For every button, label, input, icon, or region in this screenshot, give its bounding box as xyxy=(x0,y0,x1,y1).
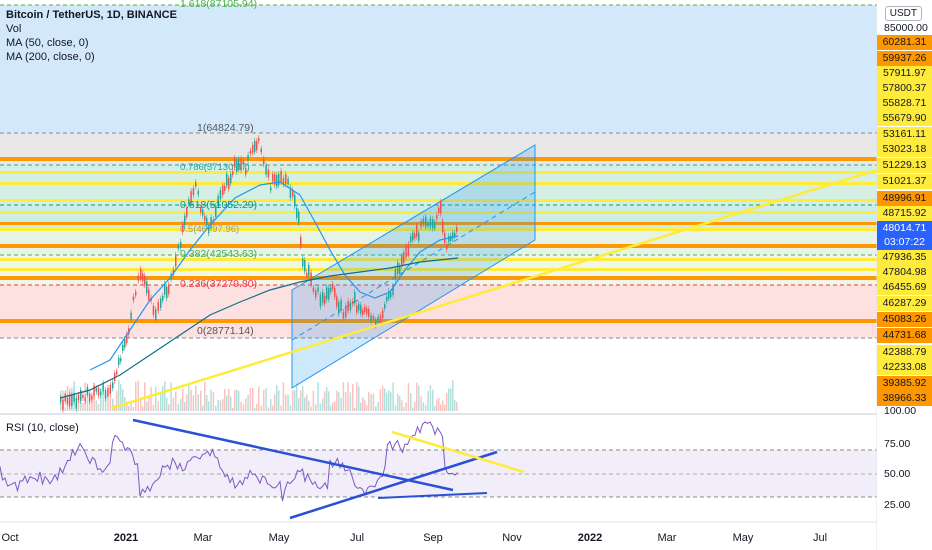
rsi-tick-50: 50.00 xyxy=(884,468,911,480)
ascending-channel[interactable] xyxy=(291,144,536,389)
price-label: 53161.11 xyxy=(877,127,932,142)
price-label: 48996.91 xyxy=(877,191,932,206)
price-label: 42388.79 xyxy=(877,345,932,360)
fib-label-618: 0.618(51052.29) xyxy=(180,199,258,211)
bottom-axis-price: 100.00 xyxy=(884,405,917,417)
time-label: May xyxy=(732,532,754,544)
price-label: 39385.92 xyxy=(877,376,932,391)
ma50-line xyxy=(89,181,459,371)
time-label: Nov xyxy=(502,532,522,544)
price-label: 47936.35 xyxy=(877,250,932,265)
rsi-line xyxy=(0,421,458,502)
fib-label-1: 1(64824.79) xyxy=(197,122,254,134)
rsi-legend[interactable]: RSI (10, close) xyxy=(6,422,79,434)
price-label: 59937.26 xyxy=(877,51,932,66)
price-label: 38966.33 xyxy=(877,391,932,406)
rsi-trend-up[interactable] xyxy=(289,450,498,520)
price-label: 57800.37 xyxy=(877,81,932,96)
price-label: 47804.98 xyxy=(877,265,932,280)
fib-label-0: 0(28771.14) xyxy=(197,325,254,337)
yellow-trendline[interactable] xyxy=(111,168,878,410)
rsi-tick-75: 75.00 xyxy=(884,438,911,450)
price-label: 60281.31 xyxy=(877,35,932,50)
time-label: Sep xyxy=(423,532,443,544)
fib-label-1618: 1.618(87105.94) xyxy=(180,0,258,10)
time-label: Mar xyxy=(657,532,677,544)
rsi-tick-25: 25.00 xyxy=(884,499,911,511)
price-label: 57911.97 xyxy=(877,66,932,81)
price-label: 44731.68 xyxy=(877,328,932,343)
indicator-ma200[interactable]: MA (200, close, 0) xyxy=(6,51,95,63)
fib-label-5: 0.5(46797.96) xyxy=(180,224,240,235)
fib-label-382: 0.382(42543.63) xyxy=(180,248,258,260)
indicator-vol[interactable]: Vol xyxy=(6,23,22,35)
time-label: Mar xyxy=(193,532,213,544)
rsi-trend-yellow[interactable] xyxy=(391,430,525,474)
price-label: 48014.71 xyxy=(877,221,932,236)
price-label: 42233.08 xyxy=(877,360,932,375)
price-label: 46455.69 xyxy=(877,280,932,295)
time-label: Jul xyxy=(349,532,365,544)
fib-label-236: 0.236(37279.80) xyxy=(180,278,258,290)
fib-zone-236 xyxy=(0,285,877,338)
time-label: 2022 xyxy=(577,532,603,544)
fib-zone-extension xyxy=(0,5,877,133)
price-label: 55679.90 xyxy=(877,111,932,126)
rsi-trend-low[interactable] xyxy=(377,492,488,499)
price-label: 51229.13 xyxy=(877,158,932,173)
channel-midline xyxy=(291,191,536,341)
price-label: 53023.18 xyxy=(877,142,932,157)
currency-badge[interactable]: USDT xyxy=(884,6,922,21)
price-label: 48715.92 xyxy=(877,206,932,221)
time-label: Jul xyxy=(812,532,828,544)
ma200-line xyxy=(59,257,459,399)
price-candles xyxy=(60,135,458,413)
rsi-trend-down[interactable] xyxy=(132,418,454,492)
top-axis-price: 85000.00 xyxy=(884,22,928,34)
symbol-title[interactable]: Bitcoin / TetherUS, 1D, BINANCE xyxy=(6,9,177,21)
price-label: 55828.71 xyxy=(877,96,932,111)
fib-label-786: 0.786(57130.67) xyxy=(180,162,250,173)
chart-legend: Bitcoin / TetherUS, 1D, BINANCE Vol MA (… xyxy=(6,8,177,64)
time-label: Oct xyxy=(1,532,19,544)
price-label: 45083.26 xyxy=(877,312,932,327)
price-label: 46287.29 xyxy=(877,296,932,311)
time-label: 2021 xyxy=(113,532,139,544)
time-label: May xyxy=(268,532,290,544)
price-label: 51021.37 xyxy=(877,174,932,189)
price-label: 03:07:22 xyxy=(877,235,932,250)
indicator-ma50[interactable]: MA (50, close, 0) xyxy=(6,37,89,49)
